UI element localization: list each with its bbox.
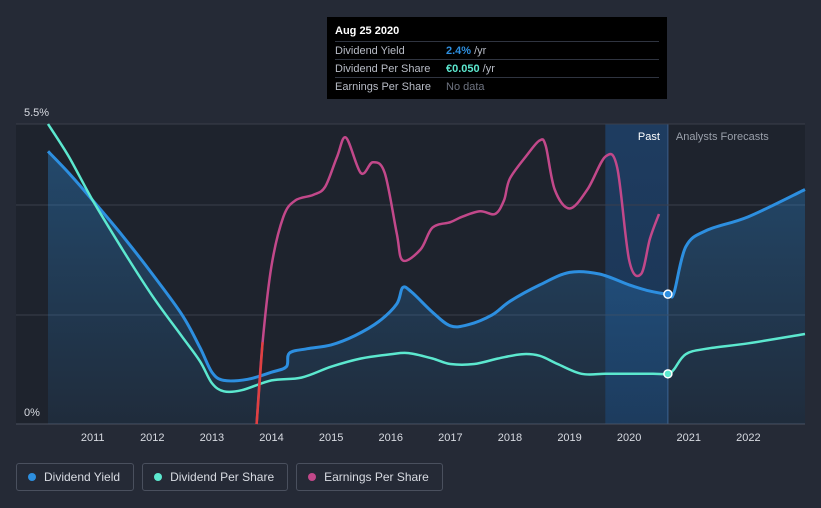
dividend-yield-area	[48, 151, 805, 425]
x-tick-label: 2011	[81, 432, 105, 444]
tooltip-value: No data	[446, 80, 485, 93]
legend-dot-icon	[154, 473, 163, 481]
legend-label: Dividend Per Share	[170, 470, 275, 484]
legend-label: Dividend Yield	[44, 470, 121, 484]
x-tick-label: 2022	[736, 432, 760, 444]
data-tooltip: Aug 25 2020 Dividend Yield 2.4% /yr Divi…	[327, 17, 667, 99]
legend-item-earnings-per-share[interactable]: Earnings Per Share	[296, 463, 443, 491]
tooltip-label: Earnings Per Share	[335, 80, 431, 93]
forecast-region-label: Analysts Forecasts	[676, 131, 769, 143]
tooltip-label: Dividend Per Share	[335, 62, 431, 75]
tooltip-value: 2.4%	[446, 44, 472, 57]
tooltip-suffix: /yr	[482, 62, 495, 75]
x-tick-label: 2021	[677, 432, 701, 444]
tooltip-suffix: /yr	[474, 44, 487, 57]
legend-dot-icon	[28, 473, 36, 481]
dividend-per-share-marker[interactable]	[663, 369, 673, 379]
tooltip-row-earnings-per-share: Earnings Per Share No data	[335, 77, 659, 95]
x-tick-label: 2013	[200, 432, 224, 444]
chart-legend: Dividend Yield Dividend Per Share Earnin…	[16, 463, 443, 491]
legend-dot-icon	[308, 473, 317, 481]
x-tick-label: 2019	[557, 432, 581, 444]
dividend-yield-line	[46, 150, 806, 383]
x-tick-label: 2017	[438, 432, 462, 444]
legend-label: Earnings Per Share	[324, 470, 429, 484]
tooltip-label: Dividend Yield	[335, 44, 405, 57]
legend-item-dividend-yield[interactable]: Dividend Yield	[16, 463, 135, 491]
past-region-label: Past	[638, 131, 660, 143]
tooltip-row-dividend-per-share: Dividend Per Share €0.050 /yr	[335, 59, 659, 77]
earnings-per-share-line	[255, 136, 661, 425]
y-axis-top-label: 5.5%	[24, 107, 49, 119]
x-tick-label: 2015	[319, 432, 343, 444]
x-tick-label: 2014	[259, 432, 283, 444]
earnings-per-share-drop-segment	[255, 342, 264, 425]
dividend-yield-marker[interactable]	[663, 289, 673, 299]
tooltip-row-dividend-yield: Dividend Yield 2.4% /yr	[335, 41, 659, 59]
tooltip-date: Aug 25 2020	[335, 25, 400, 37]
x-tick-label: 2020	[617, 432, 641, 444]
x-axis-ticks: 2011 2012 2013 2014 2015 2016 2017 2018 2019 2020…	[81, 432, 761, 444]
x-tick-label: 2018	[498, 432, 522, 444]
legend-item-dividend-per-share[interactable]: Dividend Per Share	[142, 463, 289, 491]
y-axis-bottom-label: 0%	[24, 407, 40, 419]
x-tick-label: 2016	[378, 432, 402, 444]
tooltip-value: €0.050	[446, 62, 480, 75]
x-tick-label: 2012	[140, 432, 164, 444]
